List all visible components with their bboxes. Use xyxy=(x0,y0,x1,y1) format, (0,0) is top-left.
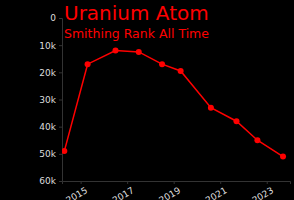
x-axis: 2015 2017 2019 2021 2023 xyxy=(63,181,291,200)
x-tick: 2023 xyxy=(250,181,275,200)
y-tick-mark xyxy=(59,45,62,46)
y-tick: 50k xyxy=(39,149,62,159)
y-tick-mark xyxy=(59,100,62,101)
y-tick-label: 20k xyxy=(39,68,56,78)
y-tick-mark xyxy=(59,181,62,182)
point xyxy=(254,137,260,143)
point xyxy=(113,48,119,54)
y-tick-label: 50k xyxy=(39,149,56,159)
x-tick-label: 2023 xyxy=(250,185,275,200)
point xyxy=(280,154,286,160)
x-tick-mark xyxy=(174,181,175,184)
y-tick-mark xyxy=(59,154,62,155)
y-tick: 60k xyxy=(39,176,62,186)
y-tick: 20k xyxy=(39,68,62,78)
x-tick: 2019 xyxy=(157,181,182,200)
x-axis-line xyxy=(63,182,291,185)
x-tick-label: 2017 xyxy=(111,185,136,200)
y-tick: 30k xyxy=(39,95,62,105)
x-tick: 2015 xyxy=(64,181,89,200)
y-tick-mark xyxy=(59,72,62,73)
x-tick-label: 2019 xyxy=(157,185,182,200)
y-tick-label: 0 xyxy=(50,13,56,23)
x-tick: 2021 xyxy=(204,181,229,200)
y-tick-label: 40k xyxy=(39,122,56,132)
point xyxy=(178,68,184,74)
point xyxy=(136,49,142,55)
subtitle: Smithing Rank All Time xyxy=(64,26,209,41)
point xyxy=(208,105,214,111)
x-tick-mark xyxy=(267,181,268,184)
x-tick-label: 2021 xyxy=(204,185,229,200)
y-tick: 10k xyxy=(39,41,62,51)
plot-area xyxy=(62,48,286,160)
y-tick-label: 10k xyxy=(39,41,56,51)
y-tick-label: 60k xyxy=(39,176,56,186)
point xyxy=(85,61,91,67)
x-tick: 2017 xyxy=(111,181,136,200)
y-axis-line xyxy=(59,19,63,182)
y-axis: 0 10k 20k 30k 40k 50k 60k xyxy=(39,13,62,186)
chart: 0 10k 20k 30k 40k 50k 60k 2015 2017 2019 2021 2023 U… xyxy=(0,0,294,200)
y-tick-mark xyxy=(59,127,62,128)
y-tick-label: 30k xyxy=(39,95,56,105)
x-tick-mark xyxy=(220,181,221,184)
line xyxy=(64,51,283,157)
y-tick: 0 xyxy=(50,13,62,23)
y-tick-mark xyxy=(59,18,62,19)
x-tick-mark xyxy=(127,181,128,184)
point xyxy=(233,118,239,124)
x-tick-mark xyxy=(81,181,82,184)
point xyxy=(62,148,67,154)
y-tick: 40k xyxy=(39,122,62,132)
point xyxy=(159,61,165,67)
x-tick-label: 2015 xyxy=(64,185,89,200)
title: Uranium Atom xyxy=(64,1,209,25)
